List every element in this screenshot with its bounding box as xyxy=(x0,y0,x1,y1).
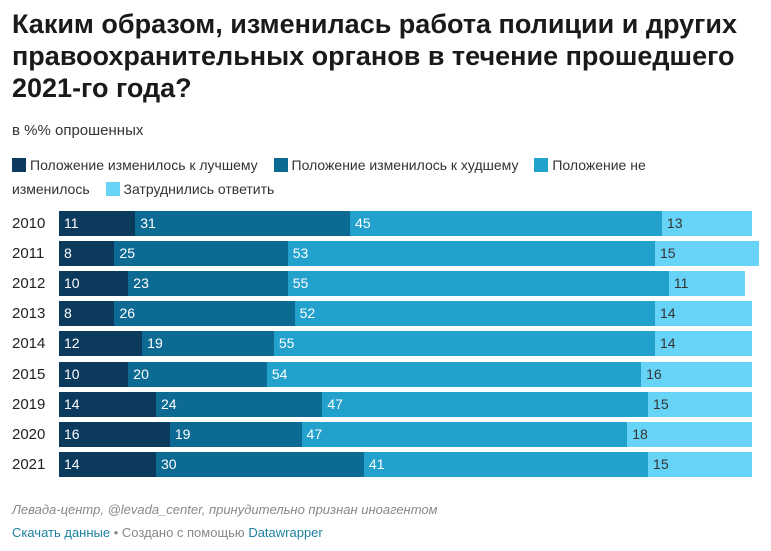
legend-label: Положение не изменилось xyxy=(12,157,646,197)
bar-track: 8 26 52 14 xyxy=(59,301,752,327)
bar-segment: 19 xyxy=(169,421,302,447)
legend-label: Затруднились ответить xyxy=(123,181,275,197)
legend-label: Положение изменилось к лучшему xyxy=(30,157,258,173)
year-label: 2021 xyxy=(12,455,46,473)
bar-segment: 14 xyxy=(59,391,157,417)
bar-segment: 15 xyxy=(654,241,759,267)
year-label: 2015 xyxy=(12,365,46,383)
year-label: 2014 xyxy=(12,335,46,353)
bar-track: 10 20 54 16 xyxy=(59,361,752,387)
bar-segment: 31 xyxy=(135,211,351,236)
year-label: 2010 xyxy=(12,215,46,232)
bar-segment: 10 xyxy=(59,361,129,387)
year-label: 2020 xyxy=(12,425,46,443)
legend: Положение изменилось к лучшему Положение… xyxy=(12,153,712,201)
bar-track: 8 25 53 15 xyxy=(59,241,759,267)
bar-segment: 11 xyxy=(668,271,746,297)
year-label: 2012 xyxy=(12,275,46,293)
bar-segment: 16 xyxy=(641,361,752,387)
bar-segment: 45 xyxy=(350,211,662,236)
bar-segment: 16 xyxy=(59,421,170,447)
bar-track: 11 31 45 13 xyxy=(59,211,752,236)
footer-separator: • xyxy=(113,525,119,540)
bar-segment: 55 xyxy=(273,331,655,357)
bar-segment: 14 xyxy=(59,451,157,477)
bar-segment: 25 xyxy=(114,241,288,267)
legend-item: Положение изменилось к лучшему xyxy=(12,157,258,173)
bar-row: 2011 8 25 53 15 xyxy=(12,241,762,267)
bar-segment: 15 xyxy=(648,391,752,417)
bar-track: 14 24 47 15 xyxy=(59,391,752,417)
bar-segment: 41 xyxy=(363,451,649,477)
bar-segment: 8 xyxy=(59,241,115,267)
chart-subtitle: в %% опрошенных xyxy=(12,122,144,139)
bar-segment: 18 xyxy=(627,421,752,447)
bar-segment: 53 xyxy=(287,241,655,267)
year-label: 2013 xyxy=(12,305,46,323)
bar-row: 2020 16 19 47 18 xyxy=(12,421,762,447)
legend-item: Затруднились ответить xyxy=(105,181,275,197)
bar-segment: 11 xyxy=(59,211,136,236)
source-note: Левада-центр, @levada_center, принудител… xyxy=(12,502,438,517)
bar-segment: 24 xyxy=(156,391,323,417)
bar-row: 2010 11 31 45 13 xyxy=(12,211,762,236)
year-label: 2019 xyxy=(12,395,46,413)
bar-segment: 47 xyxy=(322,391,649,417)
year-label: 2011 xyxy=(12,245,45,263)
bar-track: 14 30 41 15 xyxy=(59,451,752,477)
bar-segment: 30 xyxy=(156,451,364,477)
bar-track: 12 19 55 14 xyxy=(59,331,752,357)
bar-segment: 14 xyxy=(654,331,752,357)
legend-swatch xyxy=(273,158,288,172)
created-with-text: Создано с помощью xyxy=(121,525,245,540)
bar-row: 2014 12 19 55 14 xyxy=(12,331,762,357)
legend-item: Положение не изменилось xyxy=(12,157,646,197)
bar-segment: 54 xyxy=(266,361,642,387)
legend-label: Положение изменилось к худшему xyxy=(291,157,519,173)
bar-segment: 13 xyxy=(661,211,752,236)
bar-segment: 14 xyxy=(654,301,752,327)
download-data-link[interactable]: Скачать данные xyxy=(12,525,111,540)
bar-row: 2021 14 30 41 15 xyxy=(12,451,762,477)
bar-segment: 8 xyxy=(59,301,115,327)
chart-title: Каким образом, изменилась работа полиции… xyxy=(12,9,737,103)
bar-segment: 47 xyxy=(301,421,628,447)
bar-row: 2019 14 24 47 15 xyxy=(12,391,762,417)
bar-track: 10 23 55 11 xyxy=(59,271,752,297)
bar-segment: 26 xyxy=(114,301,295,327)
bar-track: 16 19 47 18 xyxy=(59,421,752,447)
bar-segment: 10 xyxy=(59,271,129,297)
bar-segment: 20 xyxy=(128,361,267,387)
bar-segment: 23 xyxy=(128,271,288,297)
legend-swatch xyxy=(12,158,26,172)
legend-swatch xyxy=(534,158,549,172)
footer-links: Скачать данные • Создано с помощью Dataw… xyxy=(12,525,323,540)
bar-row: 2015 10 20 54 16 xyxy=(12,361,762,387)
bar-row: 2012 10 23 55 11 xyxy=(12,271,762,297)
legend-swatch xyxy=(105,182,120,196)
datawrapper-link[interactable]: Datawrapper xyxy=(248,525,323,540)
legend-item: Положение изменилось к худшему xyxy=(273,157,519,173)
bar-segment: 52 xyxy=(294,301,655,327)
bar-segment: 55 xyxy=(287,271,669,297)
bar-segment: 12 xyxy=(59,331,143,357)
bar-segment: 15 xyxy=(648,451,752,477)
bar-segment: 19 xyxy=(142,331,274,357)
stacked-bar-chart: 2010 11 31 45 13 2011 8 25 53 15 2012 10 23 55 11 2013 8… xyxy=(12,211,762,481)
bar-row: 2013 8 26 52 14 xyxy=(12,301,762,327)
